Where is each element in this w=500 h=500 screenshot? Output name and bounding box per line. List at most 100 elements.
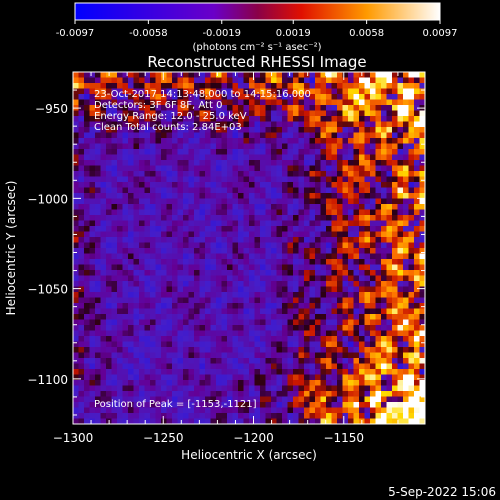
heatmap-cell: [89, 391, 96, 397]
heatmap-cell: [128, 264, 134, 271]
heatmap-cell: [155, 270, 162, 276]
heatmap-cell: [271, 204, 277, 210]
heatmap-cell: [172, 154, 178, 161]
heatmap-cell: [144, 336, 151, 342]
heatmap-cell: [381, 325, 387, 331]
heatmap-cell: [155, 193, 162, 199]
heatmap-cell: [199, 319, 206, 326]
heatmap-cell: [375, 127, 382, 133]
heatmap-cell: [276, 369, 283, 375]
heatmap-cell: [188, 88, 195, 95]
heatmap-cell: [359, 358, 365, 364]
heatmap-cell: [238, 369, 244, 375]
heatmap-cell: [353, 275, 360, 282]
heatmap-cell: [359, 176, 365, 183]
heatmap-cell: [271, 154, 277, 161]
heatmap-cell: [408, 407, 415, 414]
heatmap-cell: [155, 308, 162, 315]
heatmap-cell: [254, 352, 261, 359]
heatmap-cell: [238, 253, 244, 260]
heatmap-cell: [183, 99, 189, 106]
heatmap-cell: [359, 402, 365, 408]
heatmap-cell: [254, 209, 261, 216]
heatmap-cell: [139, 286, 145, 293]
heatmap-cell: [89, 297, 96, 304]
heatmap-cell: [161, 209, 167, 216]
heatmap-cell: [408, 314, 415, 320]
heatmap-cell: [210, 143, 217, 150]
heatmap-cell: [309, 110, 316, 117]
heatmap-cell: [78, 292, 85, 298]
heatmap-cell: [304, 231, 310, 238]
heatmap-cell: [128, 374, 134, 381]
heatmap-cell: [353, 132, 360, 139]
heatmap-cell: [155, 77, 162, 84]
heatmap-cell: [353, 121, 360, 128]
heatmap-cell: [166, 363, 173, 370]
heatmap-cell: [111, 369, 118, 375]
heatmap-cell: [364, 94, 371, 100]
heatmap-cell: [122, 369, 129, 375]
heatmap-cell: [139, 182, 145, 188]
heatmap-cell: [78, 105, 85, 111]
heatmap-cell: [370, 176, 376, 183]
heatmap-cell: [95, 380, 101, 386]
heatmap-cell: [331, 286, 338, 293]
heatmap-cell: [210, 116, 217, 122]
heatmap-cell: [381, 83, 387, 89]
heatmap-cell: [89, 88, 96, 95]
heatmap-cell: [337, 132, 343, 139]
heatmap-cell: [232, 374, 239, 381]
heatmap-cell: [144, 204, 151, 210]
heatmap-cell: [100, 314, 107, 320]
heatmap-cell: [364, 165, 371, 172]
heatmap-cell: [95, 325, 101, 331]
heatmap-cell: [122, 259, 129, 265]
heatmap-cell: [117, 253, 123, 260]
heatmap-cell: [276, 330, 283, 337]
heatmap-cell: [150, 413, 156, 419]
heatmap-cell: [249, 407, 255, 414]
heatmap-cell: [342, 242, 349, 249]
heatmap-cell: [232, 99, 239, 106]
heatmap-cell: [282, 138, 288, 144]
heatmap-cell: [238, 204, 244, 210]
heatmap-cell: [408, 264, 415, 271]
heatmap-cell: [337, 198, 343, 205]
heatmap-cell: [199, 121, 206, 128]
heatmap-cell: [232, 149, 239, 155]
heatmap-cell: [309, 99, 316, 106]
heatmap-cell: [326, 226, 332, 232]
heatmap-cell: [320, 341, 327, 348]
heatmap-cell: [414, 187, 420, 194]
heatmap-cell: [177, 407, 184, 414]
heatmap-cell: [238, 132, 244, 139]
heatmap-cell: [282, 325, 288, 331]
heatmap-cell: [375, 237, 382, 243]
heatmap-cell: [293, 363, 299, 370]
heatmap-cell: [100, 358, 107, 364]
heatmap-cell: [414, 292, 420, 298]
heatmap-cell: [221, 363, 228, 370]
heatmap-cell: [320, 418, 327, 425]
heatmap-cell: [133, 325, 140, 331]
heatmap-cell: [419, 121, 426, 128]
heatmap-cell: [199, 358, 206, 364]
heatmap-cell: [386, 143, 393, 150]
heatmap-cell: [342, 352, 349, 359]
heatmap-cell: [359, 226, 365, 232]
heatmap-cell: [265, 391, 272, 397]
heatmap-cell: [243, 325, 250, 331]
heatmap-cell: [265, 116, 272, 122]
heatmap-cell: [117, 259, 123, 265]
heatmap-cell: [177, 182, 184, 188]
heatmap-cell: [359, 374, 365, 381]
heatmap-cell: [293, 127, 299, 133]
heatmap-cell: [397, 121, 404, 128]
heatmap-cell: [353, 231, 360, 238]
heatmap-cell: [194, 347, 200, 353]
heatmap-cell: [386, 347, 393, 353]
heatmap-cell: [73, 242, 79, 249]
heatmap-cell: [298, 380, 305, 386]
